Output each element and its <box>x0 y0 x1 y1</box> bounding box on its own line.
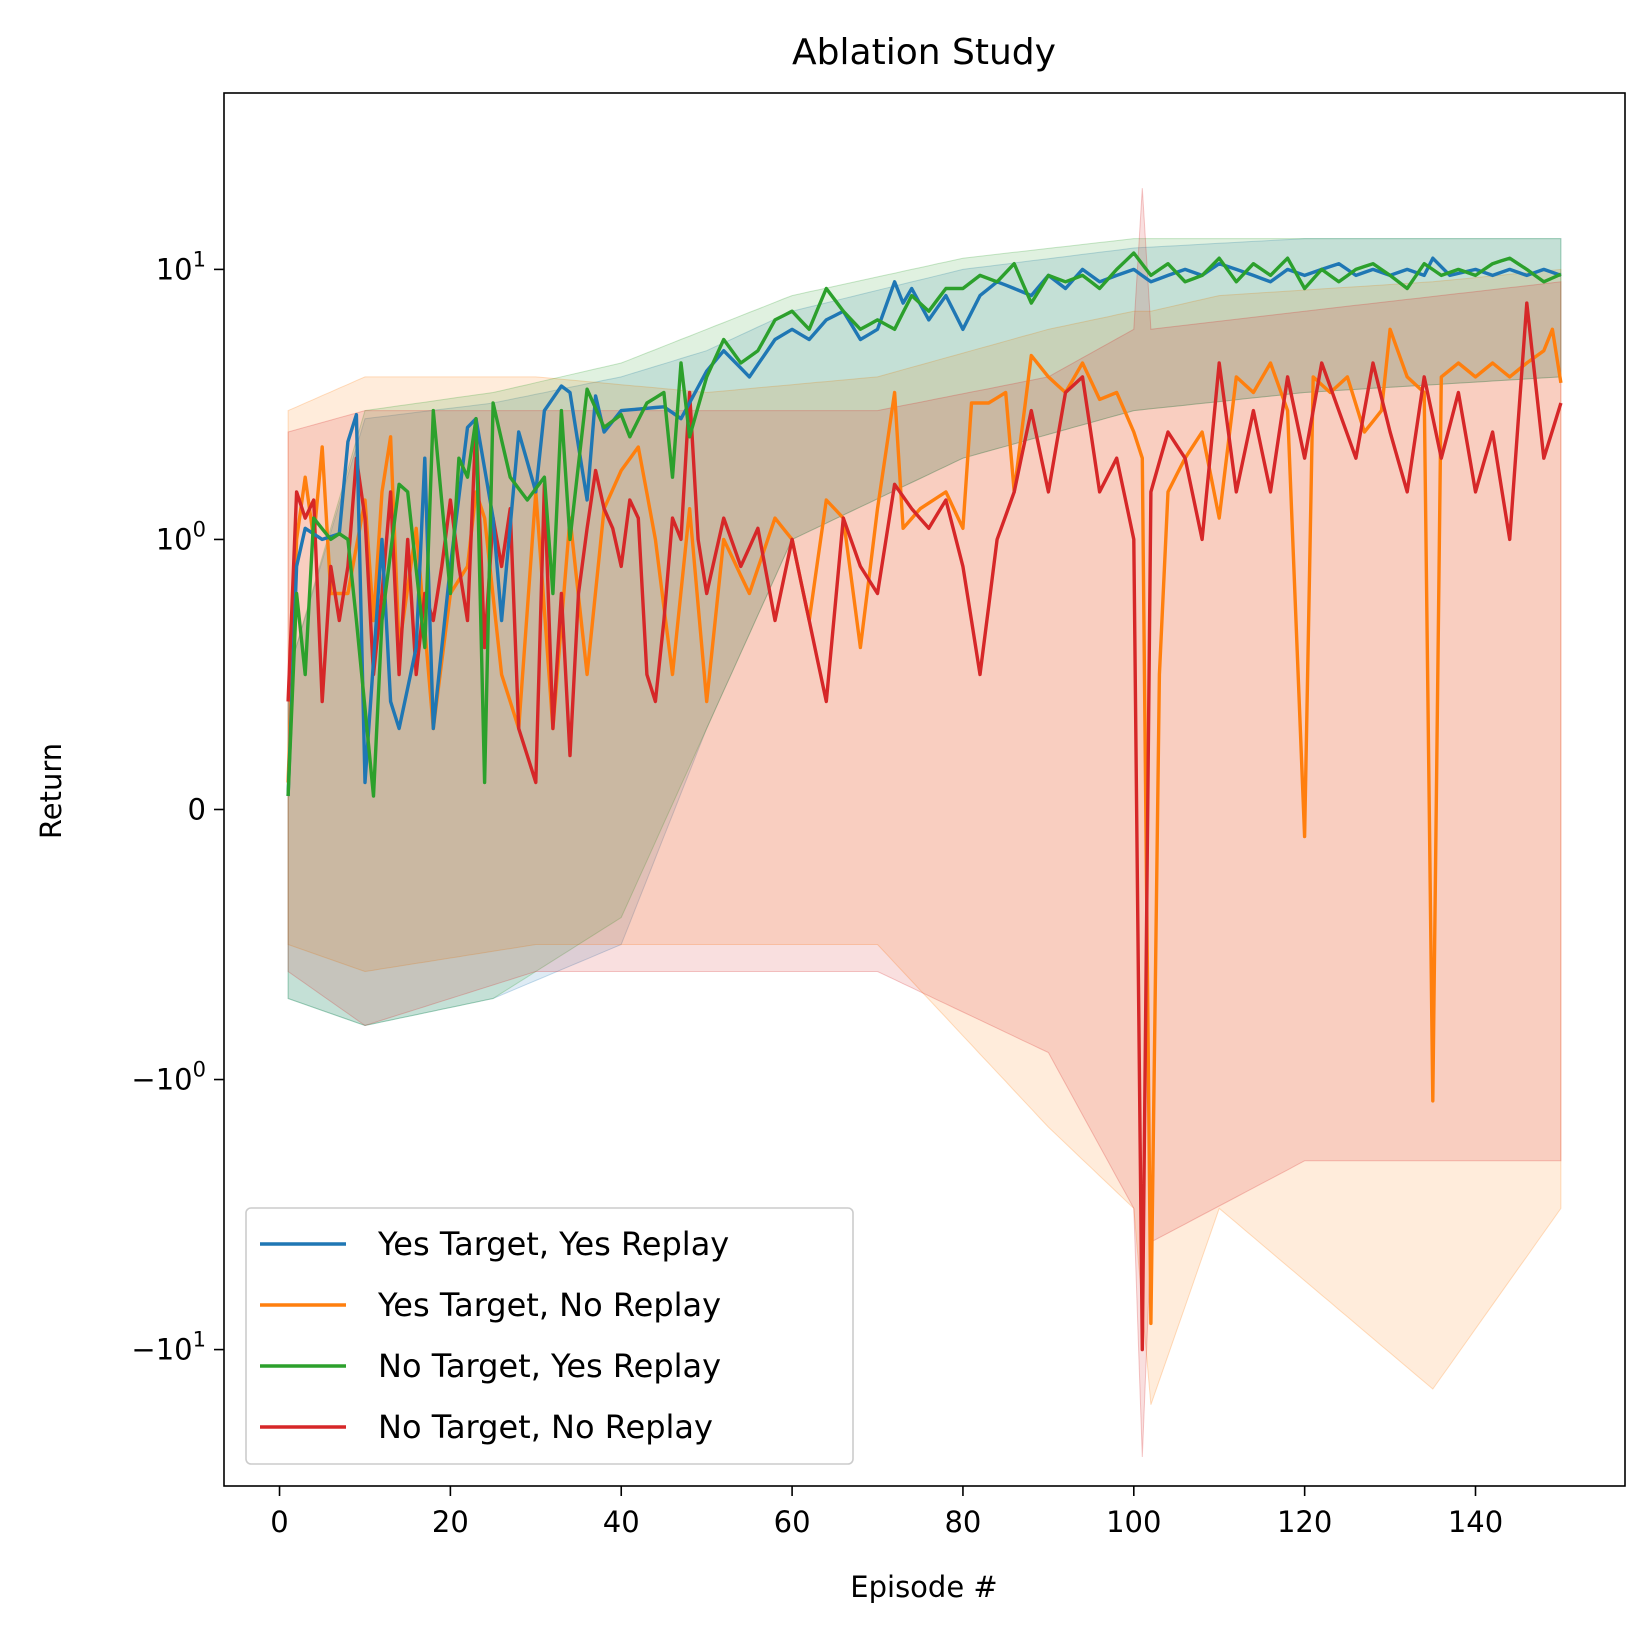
x-tick-label: 80 <box>944 1505 981 1539</box>
y-axis: 101 100 0 −100 −101 <box>131 247 224 1367</box>
x-tick-label: 40 <box>603 1505 640 1539</box>
legend-label-3: No Target, Yes Replay <box>378 1347 721 1385</box>
y-tick-label: 100 <box>156 517 206 556</box>
series-line-1 <box>286 256 1562 797</box>
x-tick-label: 100 <box>1106 1505 1161 1539</box>
y-tick-label: −101 <box>131 1328 206 1367</box>
x-tick-label: 140 <box>1448 1505 1503 1539</box>
x-tick-label: 60 <box>774 1505 811 1539</box>
legend-box <box>245 1207 854 1465</box>
x-tick-label: 120 <box>1277 1505 1332 1539</box>
series-lines <box>286 251 1563 1352</box>
series-line-2 <box>286 327 1563 1326</box>
plot-frame <box>223 92 1626 1487</box>
legend-label-2: Yes Target, No Replay <box>377 1286 721 1324</box>
y-axis-label: Return <box>34 743 68 839</box>
band-2 <box>287 268 1562 1405</box>
legend-label-1: Yes Target, Yes Replay <box>377 1225 729 1263</box>
y-tick-label: −100 <box>131 1058 206 1097</box>
y-tick-label: 101 <box>156 247 206 286</box>
x-tick-label: 0 <box>270 1505 288 1539</box>
x-axis: 0 20 40 60 80 100 120 140 <box>270 1486 1503 1539</box>
series-line-4 <box>286 301 1563 1352</box>
y-tick-label: 0 <box>188 792 206 826</box>
x-tick-label: 20 <box>432 1505 469 1539</box>
series-line-3 <box>286 251 1562 798</box>
legend-label-4: No Target, No Replay <box>378 1408 713 1446</box>
chart-title: Ablation Study <box>792 32 1056 73</box>
x-axis-label: Episode # <box>850 1570 997 1604</box>
legend: Yes Target, Yes Replay Yes Target, No Rep… <box>245 1207 854 1465</box>
